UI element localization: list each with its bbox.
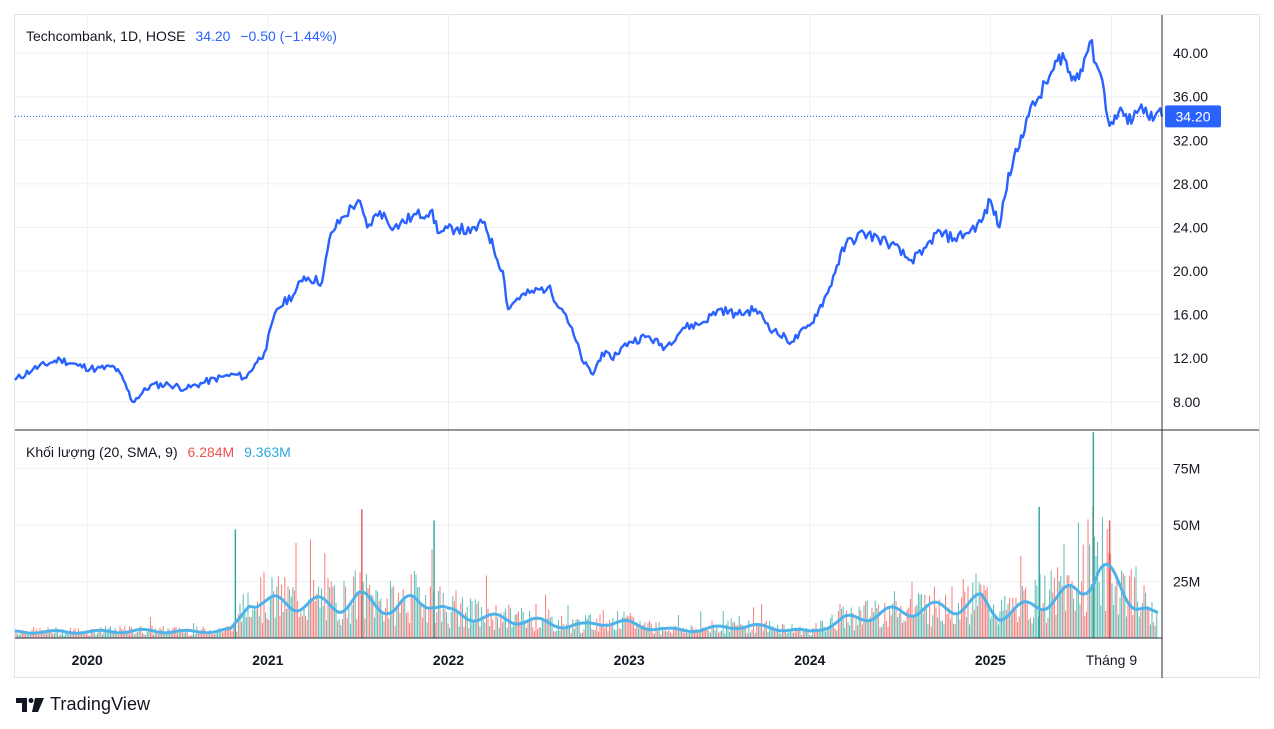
x-tick-label: Tháng 9 <box>1086 652 1138 668</box>
price-tick-label: 12.00 <box>1173 350 1208 366</box>
grid-lines <box>15 15 1162 638</box>
x-tick-label: 2025 <box>975 652 1006 668</box>
volume-sma-line <box>14 562 1159 635</box>
last-price-value: 34.20 <box>195 28 231 44</box>
last-price-tag-label: 34.20 <box>1175 108 1210 124</box>
volume-tick-label: 75M <box>1173 460 1200 476</box>
brand-name: TradingView <box>50 694 151 714</box>
price-legend: Techcombank, 1D, HOSE 34.20 −0.50 (−1.44… <box>26 28 337 44</box>
chart-frame <box>14 14 1260 678</box>
volume-legend: Khối lượng (20, SMA, 9) 6.284M 9.363M <box>26 444 291 460</box>
last-price-tag <box>1165 105 1221 128</box>
price-tick-label: 28.00 <box>1173 176 1208 192</box>
volume-sma-value: 9.363M <box>244 444 291 460</box>
price-tick-label: 32.00 <box>1173 132 1208 148</box>
x-tick-label: 2021 <box>252 652 283 668</box>
price-tick-label: 24.00 <box>1173 219 1208 235</box>
volume-bars <box>15 432 1158 638</box>
x-tick-label: 2023 <box>614 652 645 668</box>
price-line <box>14 39 1164 404</box>
price-tick-label: 36.00 <box>1173 89 1208 105</box>
symbol-label[interactable]: Techcombank, 1D, HOSE <box>26 28 186 44</box>
price-tick-label: 16.00 <box>1173 307 1208 323</box>
axis-labels: 2020 2021 2022 2023 2024 2025 Tháng 9 8.00 12.00… <box>72 45 1221 668</box>
tradingview-branding[interactable]: TradingView <box>16 694 150 715</box>
volume-tick-label: 25M <box>1173 573 1200 589</box>
tradingview-logo-icon <box>16 697 44 712</box>
x-tick-label: 2022 <box>433 652 464 668</box>
volume-value: 6.284M <box>187 444 235 460</box>
x-tick-label: 2020 <box>72 652 103 668</box>
axes <box>15 15 1259 678</box>
price-tick-label: 40.00 <box>1173 45 1208 61</box>
volume-indicator-label[interactable]: Khối lượng (20, SMA, 9) <box>26 444 178 460</box>
price-change-value: −0.50 (−1.44%) <box>240 28 337 44</box>
volume-tick-label: 50M <box>1173 517 1200 533</box>
price-tick-label: 8.00 <box>1173 394 1200 410</box>
x-tick-label: 2024 <box>794 652 825 668</box>
price-tick-label: 20.00 <box>1173 263 1208 279</box>
